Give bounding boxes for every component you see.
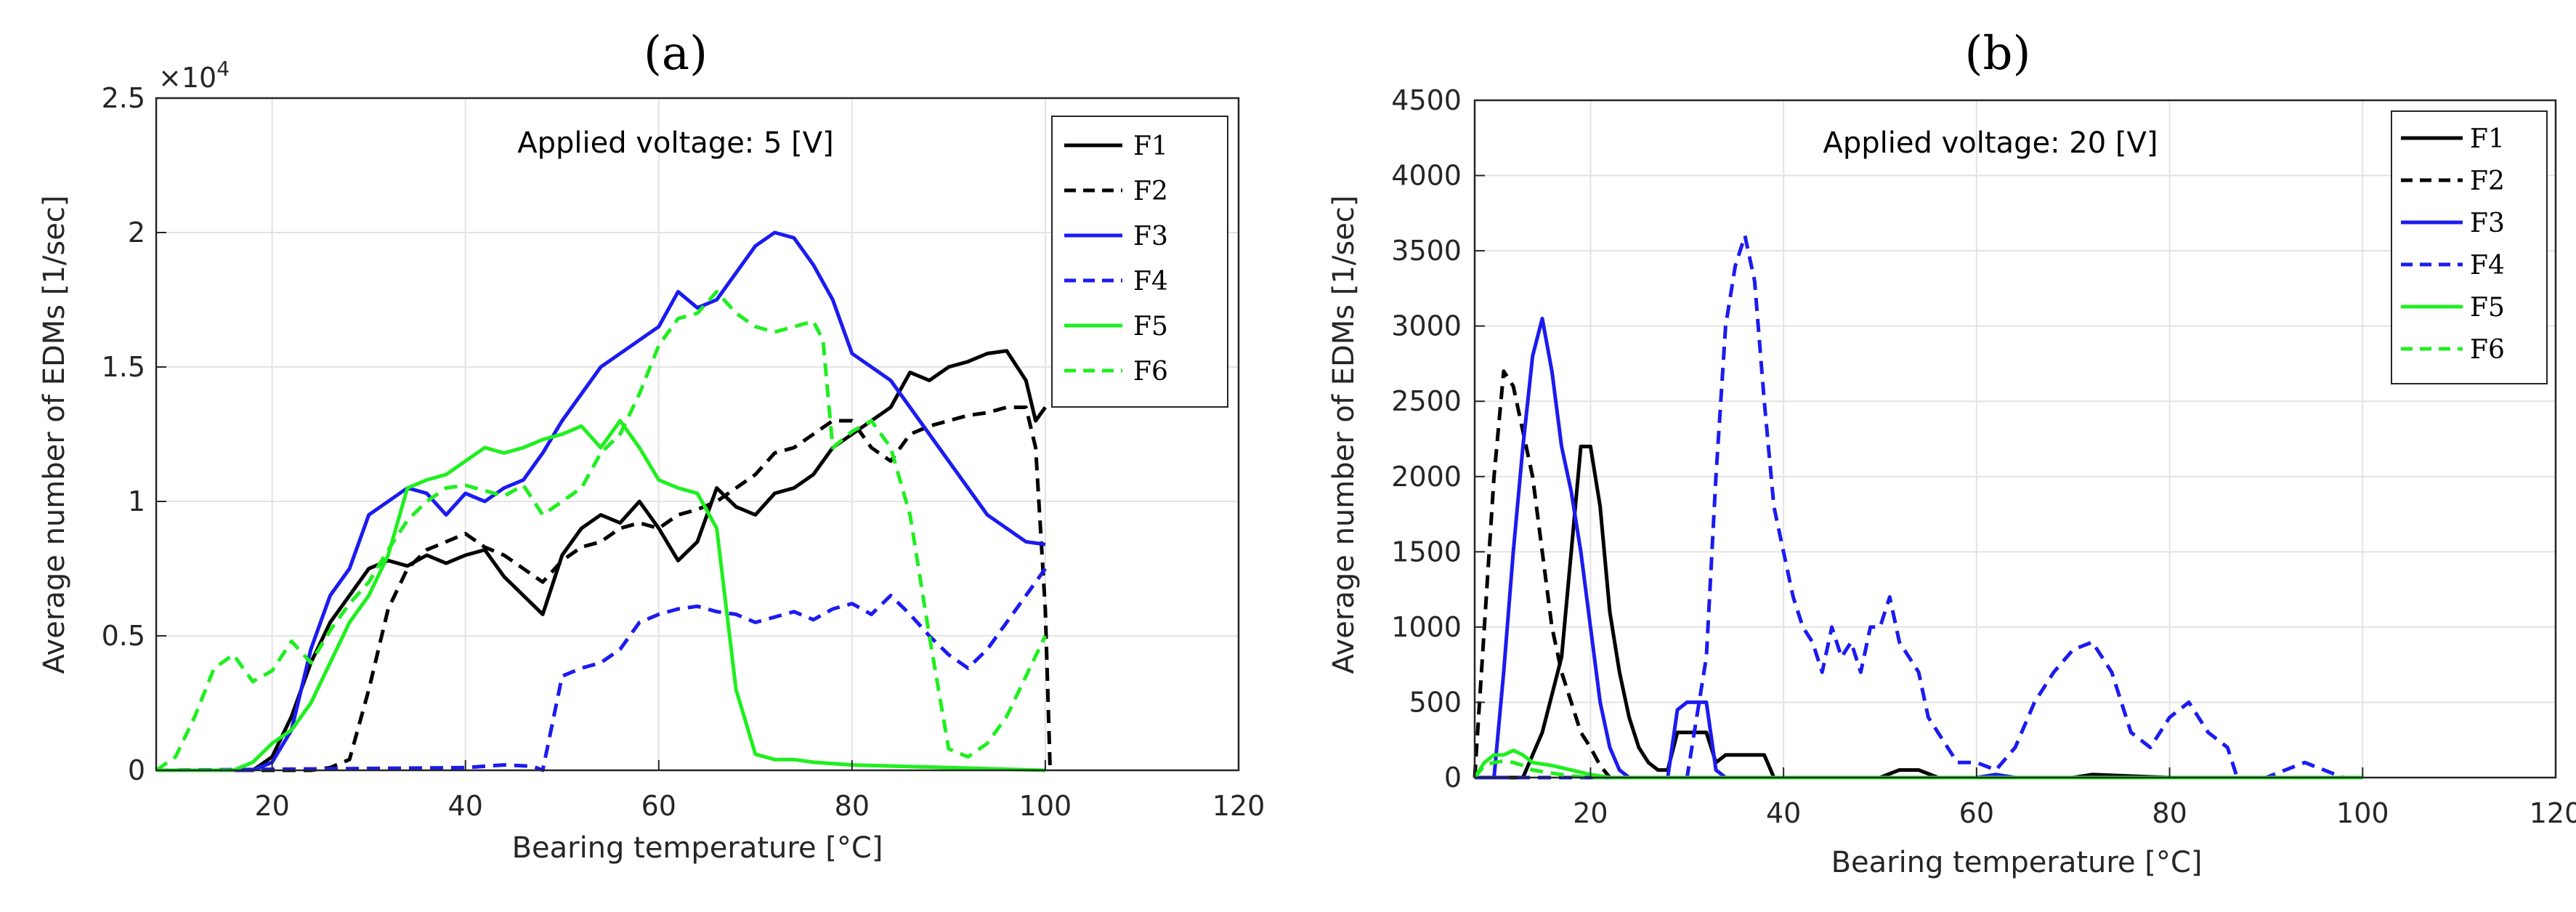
panel-b-legend: F1 F2 F3 F4 F5 F6 [2391,110,2548,384]
panel-a-xlabel: Bearing temperature [°C] [512,831,883,865]
panel-a-ticks: 20 40 60 80 100 120 0 0.5 1 1.5 2 2.5 [102,82,1265,822]
legend-label-f6: F6 [2470,335,2505,365]
series-line-f4 [1475,233,2363,780]
y-tick-label: 3500 [1391,235,1462,267]
y-tick-label: 4000 [1391,160,1462,192]
x-tick-label: 80 [835,790,870,822]
series-line-f3 [1475,316,2363,780]
series-line-f4 [155,568,1047,772]
panel-b-xlabel: Bearing temperature [°C] [1831,846,2203,879]
x-tick-label: 100 [1019,790,1072,822]
panel-a-lines [155,230,1053,772]
x-tick-label: 40 [1766,797,1801,829]
x-tick-label: 20 [254,790,289,822]
y-tick-label: 1.5 [102,351,145,383]
y-tick-label: 0 [128,754,145,786]
y-tick-label: 2500 [1391,385,1462,417]
legend-label-f5: F5 [2470,293,2505,323]
y-tick-label: 0 [1444,762,1462,794]
y-tick-label: 2.5 [102,82,145,114]
legend-label-f2: F2 [1133,177,1168,206]
panel-a-legend-box [1051,116,1228,408]
x-tick-label: 120 [1212,790,1265,822]
x-tick-label: 100 [2336,797,2389,829]
panel-a-exponent: ×104 [158,57,230,94]
legend-label-f4: F4 [1133,267,1168,296]
series-line-f1 [1475,444,2363,780]
y-tick-label: 3000 [1391,310,1462,342]
y-tick-label: 0.5 [102,620,145,652]
y-tick-label: 500 [1409,686,1462,718]
series-line-f6 [155,289,1048,772]
x-tick-label: 120 [2530,797,2576,829]
panel-b-ticks: 20 40 60 80 100 120 0 500 1000 1500 2000 2500 3000 35… [1391,84,2576,829]
panel-a: (a) 20 40 60 80 100 120 0 0.5 1 1.5 2 2.5 ×104 Appl… [38,27,1265,865]
panel-a-annotation: Applied voltage: 5 [V] [517,126,833,160]
series-line-f6 [1473,759,2363,780]
x-tick-label: 40 [448,790,483,822]
panel-a-ylabel: Average number of EDMs [1/sec] [38,195,71,674]
legend-label-f4: F4 [2470,251,2505,281]
panel-b-lines [1473,233,2363,780]
panel-b-label: (b) [1965,27,2031,81]
legend-label-f6: F6 [1133,357,1168,387]
panel-b-ylabel: Average number of EDMs [1/sec] [1327,195,1361,674]
y-tick-label: 2000 [1391,461,1462,493]
panel-a-label: (a) [644,27,708,81]
series-line-f3 [156,230,1046,772]
legend-label-f3: F3 [1133,222,1168,251]
panel-b-legend-box [2391,110,2548,384]
x-tick-label: 60 [1959,797,1994,829]
y-tick-label: 2 [128,217,145,249]
panel-b-grid [1475,100,2556,778]
panel-b-annotation: Applied voltage: 20 [V] [1823,126,2158,160]
y-tick-label: 1000 [1391,611,1462,643]
panel-b-axes-frame [1473,99,2557,779]
x-tick-label: 80 [2152,797,2187,829]
y-tick-label: 1 [128,485,145,517]
legend-label-f3: F3 [2470,209,2505,238]
panel-a-axes-frame [155,97,1240,772]
panel-a-legend: F1 F2 F3 F4 F5 F6 [1051,116,1228,408]
legend-label-f5: F5 [1133,312,1168,342]
panel-b: (b) 20 40 60 80 100 120 0 500 1000 1500 2000 2500 30… [1327,27,2576,879]
x-tick-label: 20 [1573,797,1608,829]
legend-label-f1: F1 [1133,132,1168,161]
y-tick-label: 4500 [1391,84,1462,116]
series-line-f5 [156,419,1045,772]
y-tick-label: 1500 [1391,536,1462,568]
series-line-f2 [156,405,1053,772]
x-tick-label: 60 [641,790,676,822]
legend-label-f2: F2 [2470,166,2505,196]
legend-label-f1: F1 [2470,124,2505,154]
series-line-f1 [156,349,1047,772]
